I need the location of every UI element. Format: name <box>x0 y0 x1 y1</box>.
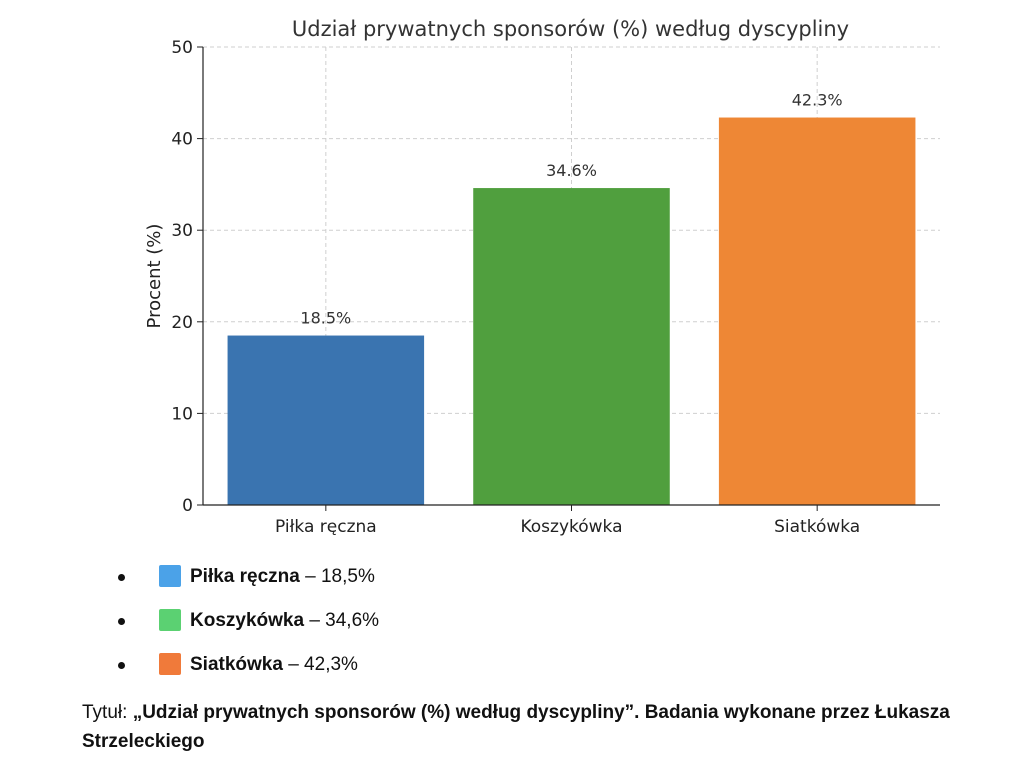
legend-item: Siatkówka – 42,3% <box>0 643 1024 687</box>
legend-text: Siatkówka – 42,3% <box>190 654 358 676</box>
caption-prefix: Tytuł: <box>82 702 133 723</box>
y-tick-label: 40 <box>171 130 193 150</box>
bar <box>718 117 916 506</box>
y-tick-label: 20 <box>171 313 193 333</box>
caption-text: „Udział prywatnych sponsorów (%) według … <box>82 702 950 752</box>
legend-value: – 42,3% <box>282 654 358 675</box>
bullet-icon <box>118 618 125 625</box>
legend-text: Piłka ręczna – 18,5% <box>190 566 375 588</box>
bar <box>227 335 425 505</box>
bullet-icon <box>118 662 125 669</box>
data-label: 18.5% <box>300 309 351 328</box>
y-tick-label: 10 <box>171 404 193 424</box>
legend-label: Koszykówka <box>190 610 305 631</box>
data-label: 34.6% <box>546 161 597 180</box>
legend-text: Koszykówka – 34,6% <box>190 610 379 632</box>
color-swatch-icon <box>159 653 181 675</box>
legend-value: – 18,5% <box>299 566 375 587</box>
bullet-icon <box>118 574 125 581</box>
chart-area: 18.5% Piłka ręczna 34.6% Koszykówka 42.3% Sia… <box>144 17 940 537</box>
y-tick-label: 30 <box>171 221 193 241</box>
color-swatch-icon <box>159 565 181 587</box>
legend-item: Koszykówka – 34,6% <box>0 599 1024 643</box>
legend-label: Piłka ręczna <box>190 566 300 587</box>
data-label: 42.3% <box>792 91 843 110</box>
chart-title: Udział prywatnych sponsorów (%) według d… <box>292 17 849 41</box>
legend-value: – 34,6% <box>304 610 380 631</box>
y-tick-label: 50 <box>171 38 193 58</box>
figure-caption: Tytuł: „Udział prywatnych sponsorów (%) … <box>82 698 982 756</box>
bar <box>473 188 670 505</box>
x-tick-label: Piłka ręczna <box>275 517 377 537</box>
color-swatch-icon <box>159 609 181 631</box>
x-tick-label: Siatkówka <box>774 517 860 537</box>
x-tick-label: Koszykówka <box>520 517 622 537</box>
y-axis-label: Procent (%) <box>144 224 165 329</box>
bar-chart: 18.5% Piłka ręczna 34.6% Koszykówka 42.3% Sia… <box>144 17 940 537</box>
y-tick-label: 0 <box>182 496 193 516</box>
legend-item: Piłka ręczna – 18,5% <box>0 555 1024 599</box>
legend-list: Piłka ręczna – 18,5% Koszykówka – 34,6% … <box>0 555 1024 687</box>
legend-label: Siatkówka <box>190 654 283 675</box>
